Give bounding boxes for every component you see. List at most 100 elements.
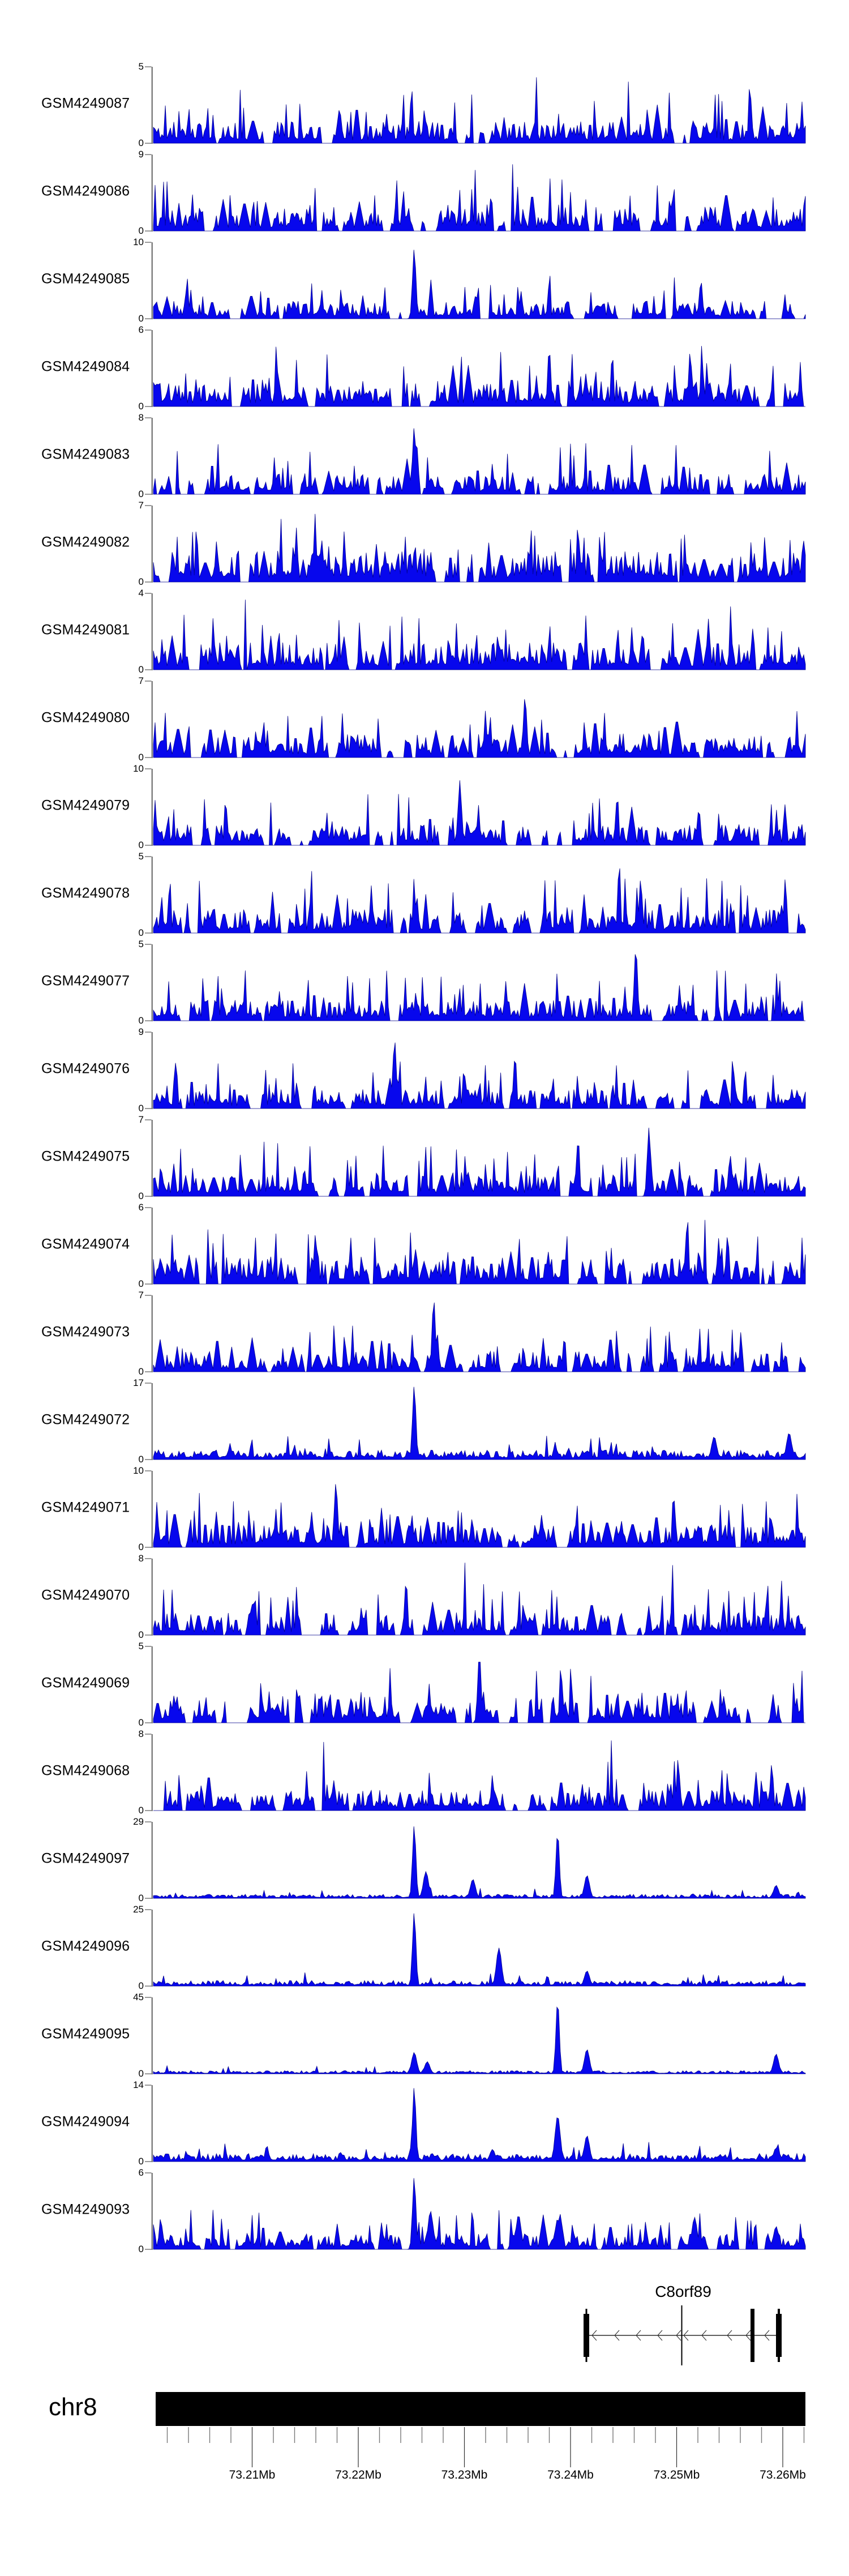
y-axis-zero-tick bbox=[145, 143, 152, 144]
y-axis-line bbox=[151, 330, 153, 407]
data-track: GSM4249073 7 0 bbox=[0, 1290, 849, 1380]
y-axis-line bbox=[151, 1471, 153, 1548]
gene-exon bbox=[584, 2314, 589, 2357]
strand-arrow-icon bbox=[683, 2330, 689, 2341]
track-label: GSM4249085 bbox=[41, 271, 130, 287]
track-plot bbox=[145, 1734, 806, 1811]
axis-zero-label: 0 bbox=[138, 927, 144, 938]
track-plot bbox=[145, 505, 806, 583]
axis-max-label: 8 bbox=[138, 412, 144, 423]
axis-zero-label: 0 bbox=[138, 1542, 144, 1552]
y-axis-zero-tick bbox=[145, 1459, 152, 1460]
y-axis-line bbox=[151, 242, 153, 319]
y-axis-max-tick bbox=[145, 66, 152, 67]
track-plot bbox=[145, 1821, 806, 1899]
axis-max-label: 8 bbox=[138, 1728, 144, 1739]
ruler-coordinate-label: 73.24Mb bbox=[547, 2468, 594, 2481]
axis-max-label: 5 bbox=[138, 851, 144, 862]
axis-max-label: 9 bbox=[138, 149, 144, 160]
data-track: GSM4249072 17 0 bbox=[0, 1377, 849, 1468]
axis-max-label: 5 bbox=[138, 939, 144, 949]
gene-name-label: C8orf89 bbox=[655, 2283, 711, 2300]
strand-arrow-icon bbox=[657, 2330, 663, 2341]
track-plot bbox=[145, 593, 806, 670]
track-plot bbox=[145, 1646, 805, 1723]
data-track: GSM4249070 8 0 bbox=[0, 1553, 849, 1644]
track-plot bbox=[145, 856, 806, 934]
axis-max-label: 4 bbox=[138, 588, 144, 598]
ruler-minor-tick bbox=[591, 2427, 593, 2443]
axis-max-label: 6 bbox=[138, 2167, 144, 2178]
y-axis-line bbox=[151, 506, 153, 583]
data-track: GSM4249069 5 0 bbox=[0, 1641, 849, 1731]
signal-area bbox=[153, 1219, 806, 1285]
ruler-minor-tick bbox=[612, 2427, 614, 2443]
track-plot bbox=[145, 2172, 806, 2250]
y-axis-line bbox=[151, 681, 153, 758]
track-label: GSM4249081 bbox=[41, 622, 130, 638]
y-axis-max-tick bbox=[145, 681, 152, 682]
axis-zero-label: 0 bbox=[138, 313, 144, 324]
y-axis-line bbox=[151, 1910, 153, 1987]
strand-arrow-icon bbox=[727, 2330, 732, 2341]
axis-max-label: 10 bbox=[133, 1465, 144, 1476]
y-axis-max-tick bbox=[145, 417, 152, 418]
signal-area bbox=[153, 2088, 806, 2162]
axis-max-label: 14 bbox=[133, 2079, 144, 2090]
y-axis-line bbox=[151, 155, 153, 232]
y-axis-line bbox=[151, 2173, 153, 2250]
ruler-major-tick bbox=[464, 2427, 465, 2467]
ruler-major-tick bbox=[782, 2427, 783, 2467]
axis-zero-label: 0 bbox=[138, 2244, 144, 2254]
y-axis-max-tick bbox=[145, 1119, 152, 1120]
ruler-minor-tick bbox=[379, 2427, 380, 2443]
data-track: GSM4249084 6 0 bbox=[0, 324, 849, 415]
y-axis-max-tick bbox=[145, 1295, 152, 1296]
axis-zero-label: 0 bbox=[138, 1015, 144, 1026]
ruler-coordinate-label: 73.22Mb bbox=[335, 2468, 381, 2481]
y-axis-line bbox=[151, 1559, 153, 1636]
y-axis-zero-tick bbox=[145, 2073, 152, 2074]
data-track: GSM4249075 7 0 bbox=[0, 1114, 849, 1205]
axis-max-label: 8 bbox=[138, 1553, 144, 1564]
axis-zero-label: 0 bbox=[138, 1191, 144, 1201]
signal-area bbox=[153, 1563, 806, 1636]
axis-zero-label: 0 bbox=[138, 2068, 144, 2079]
track-label: GSM4249068 bbox=[41, 1762, 130, 1779]
track-plot bbox=[145, 2085, 806, 2162]
ruler-minor-tick bbox=[315, 2427, 316, 2443]
track-label: GSM4249096 bbox=[41, 1938, 130, 1954]
gene-and-ruler-graphics bbox=[156, 2305, 805, 2467]
y-axis-zero-tick bbox=[145, 1810, 152, 1811]
track-plot bbox=[145, 242, 806, 319]
y-axis-zero-tick bbox=[145, 1196, 152, 1197]
track-label: GSM4249071 bbox=[41, 1499, 130, 1516]
track-plot bbox=[145, 944, 805, 1021]
y-axis-line bbox=[151, 944, 153, 1021]
y-axis-max-tick bbox=[145, 768, 152, 769]
axis-max-label: 7 bbox=[138, 675, 144, 686]
y-axis-zero-tick bbox=[145, 669, 152, 670]
data-track: GSM4249094 14 0 bbox=[0, 2079, 849, 2170]
track-label: GSM4249074 bbox=[41, 1236, 130, 1252]
axis-max-label: 9 bbox=[138, 1026, 144, 1037]
axis-zero-label: 0 bbox=[138, 1454, 144, 1465]
y-axis-max-tick bbox=[145, 1032, 152, 1033]
y-axis-max-tick bbox=[145, 1997, 152, 1998]
signal-area bbox=[153, 1302, 806, 1372]
y-axis-line bbox=[151, 1734, 153, 1811]
y-axis-line bbox=[151, 1997, 153, 2074]
y-axis-zero-tick bbox=[145, 2161, 152, 2162]
signal-area bbox=[153, 1387, 806, 1460]
track-label: GSM4249086 bbox=[41, 183, 130, 199]
signal-area bbox=[153, 1127, 806, 1197]
signal-area bbox=[153, 77, 806, 144]
y-axis-zero-tick bbox=[145, 1722, 152, 1723]
y-axis-line bbox=[151, 1295, 153, 1372]
axis-zero-label: 0 bbox=[138, 489, 144, 499]
track-label: GSM4249070 bbox=[41, 1587, 130, 1603]
signal-area bbox=[153, 1913, 806, 1987]
track-plot bbox=[145, 1295, 806, 1372]
axis-zero-label: 0 bbox=[138, 576, 144, 587]
data-track: GSM4249082 7 0 bbox=[0, 500, 849, 590]
